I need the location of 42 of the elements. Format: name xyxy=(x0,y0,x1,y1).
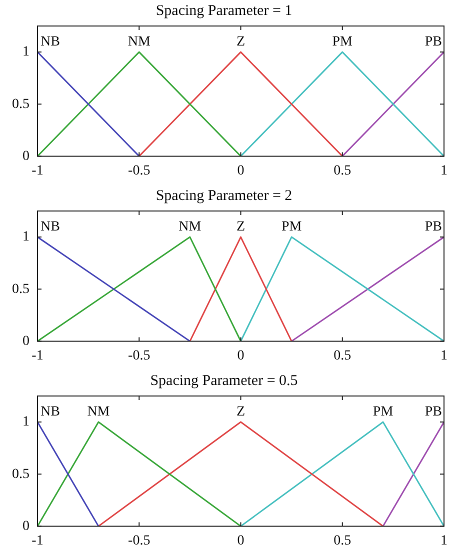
series-label: PM xyxy=(332,34,354,50)
x-tick-label: 0.5 xyxy=(334,348,352,364)
x-tick-label: -0.5 xyxy=(128,348,150,364)
series-label: PB xyxy=(424,220,442,235)
series-label: NM xyxy=(87,404,110,420)
y-tick-label: 1 xyxy=(22,44,30,60)
series-label: Z xyxy=(236,404,246,420)
x-tick-label: -1 xyxy=(32,533,44,548)
x-tick-label: 1 xyxy=(440,163,448,178)
chart-title: Spacing Parameter = 0.5 xyxy=(150,372,298,389)
x-tick-label: -0.5 xyxy=(128,533,150,548)
series-label: PB xyxy=(424,404,442,420)
y-tick-label: 0.5 xyxy=(12,282,30,297)
series-label: Z xyxy=(236,34,246,50)
x-tick-label: -0.5 xyxy=(128,163,150,178)
x-tick-label: -1 xyxy=(32,348,44,364)
series-label: NB xyxy=(40,34,60,50)
x-tick-label: 0 xyxy=(237,348,244,364)
series-label: NM xyxy=(128,34,151,50)
series-label: Z xyxy=(236,220,246,235)
x-tick-label: 1 xyxy=(440,533,448,548)
x-tick-label: 0 xyxy=(237,533,244,548)
y-tick-label: 1 xyxy=(22,230,30,245)
x-tick-label: 0.5 xyxy=(334,163,352,178)
y-tick-label: 0 xyxy=(22,148,30,164)
y-tick-label: 0 xyxy=(22,518,30,534)
x-tick-label: 0 xyxy=(237,163,244,178)
series-label: NM xyxy=(178,220,202,235)
series-label: PM xyxy=(372,404,394,420)
x-tick-label: -1 xyxy=(32,163,44,178)
series-label: PM xyxy=(281,220,302,235)
x-tick-label: 0.5 xyxy=(334,533,352,548)
chart-title: Spacing Parameter = 2 xyxy=(156,188,292,204)
y-tick-label: 0.5 xyxy=(12,466,30,482)
series-label: NB xyxy=(40,404,60,420)
chart-title: Spacing Parameter = 1 xyxy=(156,2,292,19)
y-tick-label: 0.5 xyxy=(12,96,30,112)
series-label: PB xyxy=(424,34,442,50)
x-tick-label: 1 xyxy=(440,348,448,364)
y-tick-label: 1 xyxy=(22,414,30,430)
y-tick-label: 0 xyxy=(22,334,30,349)
series-label: NB xyxy=(40,220,60,235)
